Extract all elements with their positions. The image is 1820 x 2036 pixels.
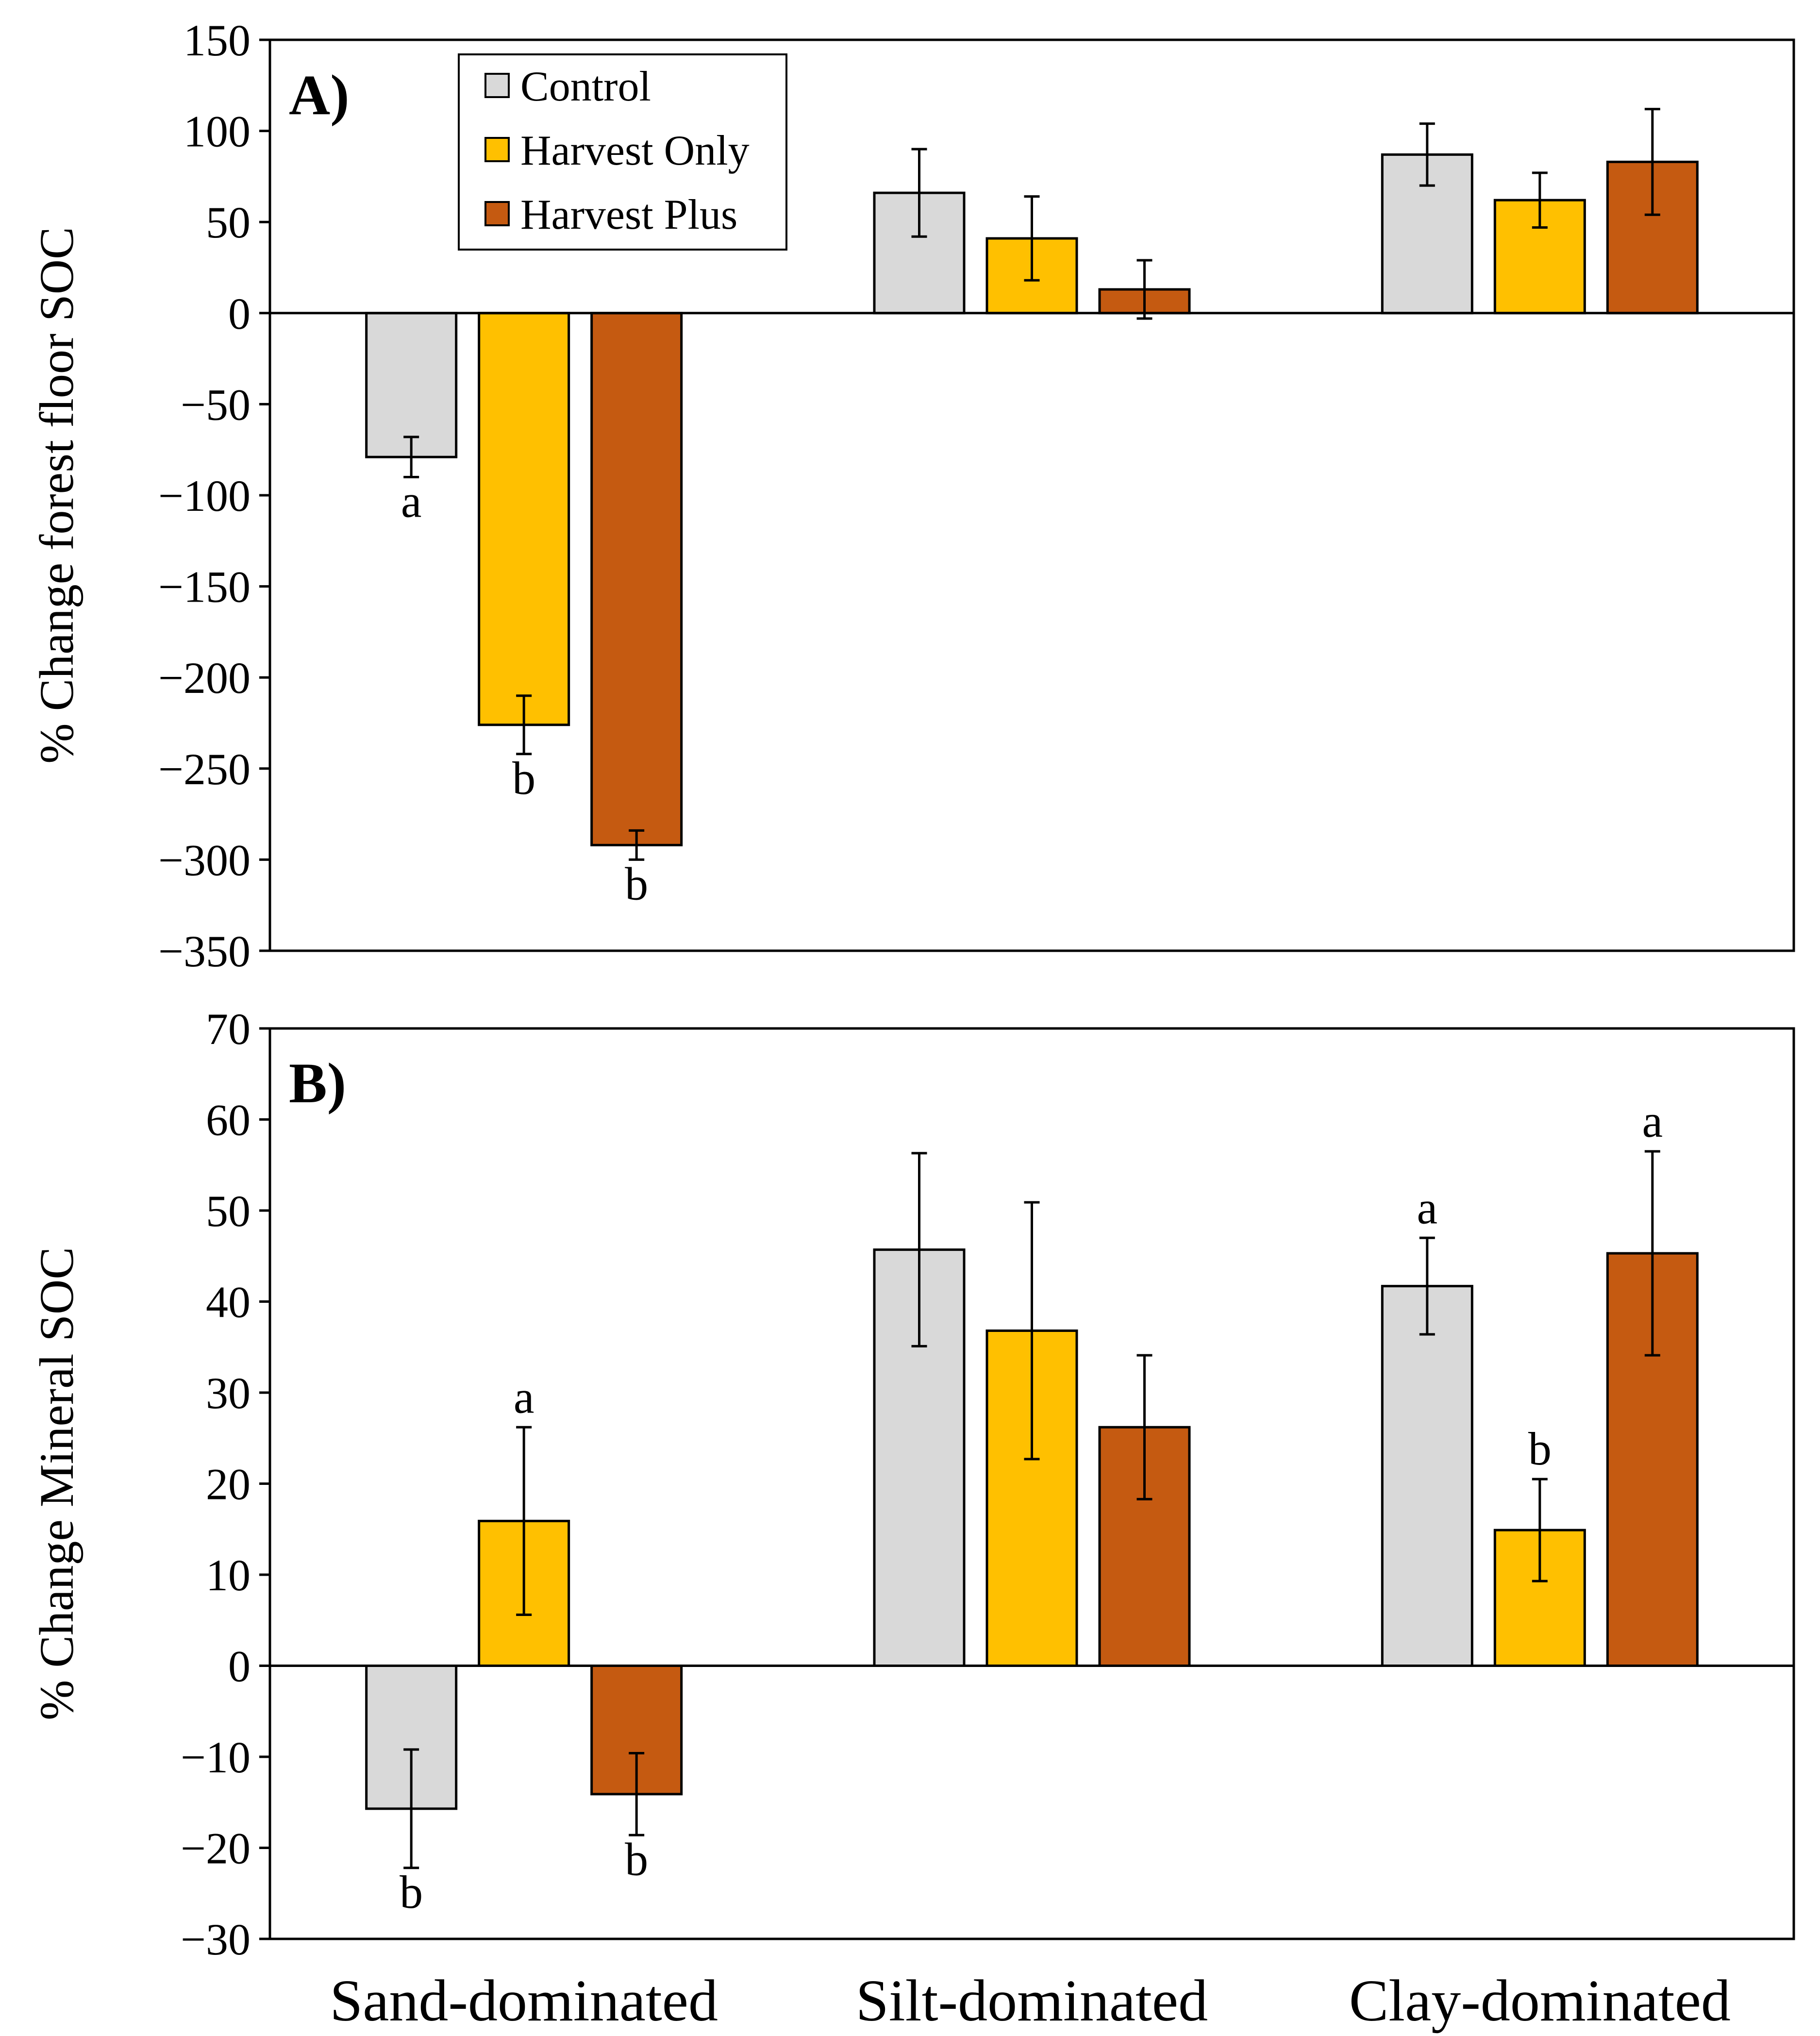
error-bar-harvest-only-clay-dominated	[1532, 171, 1548, 229]
significance-letter: a	[401, 475, 422, 527]
error-bar-control-clay-dominated	[1419, 122, 1435, 187]
error-bar-harvest-only-sand-dominated	[516, 1426, 532, 1616]
error-bar-harvest-only-clay-dominated	[1532, 1478, 1548, 1582]
error-bar-control-sand-dominated	[403, 1748, 419, 1869]
y-tick-label: 60	[206, 1095, 250, 1145]
error-bar-harvest-plus-silt-dominated	[1136, 259, 1152, 320]
panel-b-chart: 70 60 50 40 30 20 10 0 −10 −20 −30 b a b a b a % Change…	[30, 1004, 1795, 2034]
y-tick-label: −150	[158, 562, 250, 612]
legend-swatch-harvest-plus	[484, 201, 510, 226]
error-bar-harvest-only-sand-dominated	[516, 694, 532, 756]
legend: Control Harvest Only Harvest Plus	[458, 53, 787, 251]
y-tick-label: −100	[158, 471, 250, 521]
significance-letter: a	[514, 1371, 534, 1423]
panel-b-y-axis-title: % Change Mineral SOC	[30, 1247, 83, 1720]
y-tick-label: 150	[184, 16, 250, 65]
panel-a-y-axis-title: % Change forest floor SOC	[30, 227, 83, 763]
bar-harvest-plus-sand-dominated	[590, 312, 683, 846]
panel-b-y-ticks: 70 60 50 40 30 20 10 0 −10 −20 −30	[181, 1004, 270, 1964]
y-tick-label: 100	[184, 107, 250, 156]
error-bar-control-silt-dominated	[911, 148, 927, 238]
significance-letter: b	[512, 752, 535, 804]
error-bar-harvest-only-silt-dominated	[1024, 1201, 1040, 1461]
y-tick-label: −250	[158, 744, 250, 794]
y-tick-label: −200	[158, 653, 250, 703]
y-tick-label: 10	[206, 1550, 250, 1600]
y-tick-label: 30	[206, 1368, 250, 1418]
bar-control-clay-dominated	[1381, 1285, 1473, 1667]
error-bar-harvest-plus-sand-dominated	[629, 829, 645, 861]
significance-letter: a	[1417, 1181, 1438, 1233]
x-category-labels: Sand-dominated Silt-dominated Clay-dominat…	[330, 1968, 1730, 2034]
error-bar-control-silt-dominated	[911, 1152, 927, 1347]
y-tick-label: −10	[181, 1733, 250, 1782]
panel-a-label: A)	[289, 63, 350, 127]
panel-b-error-bars	[403, 1150, 1660, 1869]
bar-control-sand-dominated	[365, 312, 458, 458]
y-tick-label: 0	[228, 1642, 250, 1691]
y-tick-label: −350	[158, 926, 250, 976]
x-category-label-sand-dominated: Sand-dominated	[330, 1968, 718, 2034]
x-category-label-clay-dominated: Clay-dominated	[1349, 1968, 1731, 2034]
y-tick-label: 50	[206, 1186, 250, 1236]
y-tick-label: 20	[206, 1460, 250, 1509]
error-bar-control-clay-dominated	[1419, 1236, 1435, 1336]
legend-swatch-harvest-only	[484, 137, 510, 162]
panel-b-significance-letters: b a b a b a	[400, 1095, 1663, 1918]
legend-label-harvest-plus: Harvest Plus	[520, 191, 737, 238]
panel-a-error-bars	[403, 108, 1660, 861]
panel-a-chart: 150 100 50 0 −50 −100 −150 −200 −250 −300 −350 a b b…	[30, 16, 1795, 976]
error-bar-harvest-plus-clay-dominated	[1644, 1150, 1660, 1357]
error-bar-harvest-only-silt-dominated	[1024, 195, 1040, 282]
legend-label-control: Control	[520, 63, 651, 110]
panel-a-significance-letters: a b b	[401, 475, 648, 909]
y-tick-label: 50	[206, 198, 250, 247]
significance-letter: b	[400, 1866, 423, 1918]
error-bar-harvest-plus-silt-dominated	[1136, 1354, 1152, 1500]
legend-swatch-control	[484, 73, 510, 98]
error-bar-harvest-plus-clay-dominated	[1644, 108, 1660, 216]
error-bar-harvest-plus-sand-dominated	[629, 1752, 645, 1836]
y-tick-label: 40	[206, 1278, 250, 1327]
y-tick-label: −30	[181, 1915, 250, 1964]
x-category-label-silt-dominated: Silt-dominated	[856, 1968, 1208, 2034]
significance-letter: b	[1528, 1423, 1552, 1475]
bar-harvest-only-sand-dominated	[478, 312, 570, 726]
significance-letter: b	[625, 1833, 648, 1885]
y-tick-label: 0	[228, 289, 250, 338]
significance-letter: a	[1642, 1095, 1663, 1147]
legend-box	[458, 53, 787, 251]
y-tick-label: −50	[181, 380, 250, 429]
error-bar-control-sand-dominated	[403, 436, 419, 478]
panel-a-y-ticks: 150 100 50 0 −50 −100 −150 −200 −250 −300 −350	[158, 16, 270, 976]
y-tick-label: 70	[206, 1004, 250, 1054]
significance-letter: b	[625, 858, 648, 909]
legend-label-harvest-only: Harvest Only	[520, 127, 750, 174]
panel-b-label: B)	[289, 1051, 346, 1115]
y-tick-label: −20	[181, 1824, 250, 1873]
y-tick-label: −300	[158, 835, 250, 885]
